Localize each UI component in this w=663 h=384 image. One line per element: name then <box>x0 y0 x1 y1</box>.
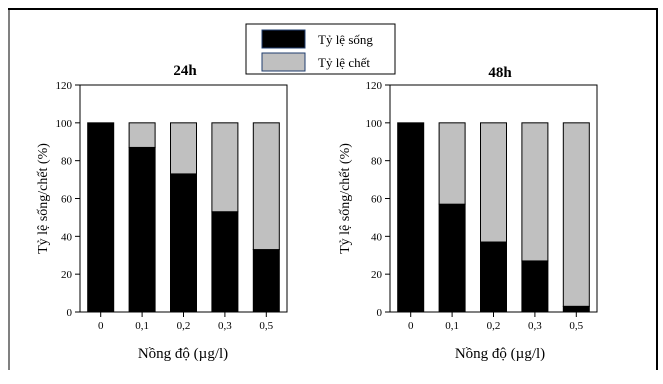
bar-dead <box>480 122 507 243</box>
x-tick-label: 0 <box>98 320 104 332</box>
y-tick-label: 20 <box>371 269 383 281</box>
bar-dead <box>170 122 197 175</box>
x-tick-label: 0,3 <box>528 320 542 332</box>
x-tick-label: 0,1 <box>135 320 149 332</box>
x-tick-label: 0,2 <box>487 320 501 332</box>
bar-dead <box>128 122 156 148</box>
y-tick-label: 0 <box>67 307 73 319</box>
x-tick-label: 0 <box>408 320 414 332</box>
chart-48h: 48h 0 20 40 60 80 100 120 0 0,1 0,2 0,3 0,5 Nồng độ (… <box>338 65 598 362</box>
y-tick-label: 80 <box>61 156 73 168</box>
legend-swatch-alive <box>261 29 306 49</box>
y-tick-label: 80 <box>371 156 383 168</box>
legend-label-dead: Tỷ lệ chết <box>318 55 370 70</box>
bar-alive <box>170 173 197 313</box>
y-tick-label: 20 <box>61 269 73 281</box>
legend: Tỷ lệ sống Tỷ lệ chết <box>245 23 396 75</box>
bar-alive <box>252 249 280 313</box>
bar-alive <box>521 260 549 313</box>
x-tick-label: 0,5 <box>569 320 583 332</box>
y-tick-label: 100 <box>366 118 383 130</box>
x-tick-label: 0,1 <box>445 320 459 332</box>
chart-title: 48h <box>488 65 512 81</box>
y-tick-label: 120 <box>56 80 73 92</box>
bar-dead <box>211 122 239 213</box>
x-tick-label: 0,3 <box>218 320 232 332</box>
bar-alive <box>128 146 156 313</box>
bar-alive <box>397 122 425 313</box>
x-axis-label: Nồng độ (µg/l) <box>138 346 228 362</box>
y-axis-label: Tỷ lệ sống/chết (%) <box>36 143 51 254</box>
bar-dead <box>252 122 280 251</box>
x-axis-label: Nồng độ (µg/l) <box>455 346 545 362</box>
y-tick-label: 0 <box>377 307 383 319</box>
y-tick-label: 100 <box>56 118 73 130</box>
legend-label-alive: Tỷ lệ sống <box>318 32 373 47</box>
y-axis-label: Tỷ lệ sống/chết (%) <box>338 143 353 254</box>
bar-dead <box>521 122 549 262</box>
bar-alive <box>87 122 115 313</box>
bar-dead <box>562 122 590 307</box>
legend-swatch-dead <box>261 52 306 72</box>
bar-alive <box>480 241 507 313</box>
y-tick-label: 60 <box>371 194 383 206</box>
bar-dead <box>438 122 466 205</box>
chart-title: 24h <box>173 63 197 79</box>
x-tick-label: 0,2 <box>177 320 191 332</box>
bar-alive <box>562 305 590 313</box>
bar-alive <box>211 211 239 313</box>
x-tick-label: 0,5 <box>259 320 273 332</box>
y-tick-label: 120 <box>366 80 383 92</box>
chart-24h: 24h 0 20 40 60 80 100 120 0 0,1 0,2 0,3 0,5 Nồng độ (… <box>36 63 288 362</box>
bar-alive <box>438 203 466 313</box>
y-tick-label: 60 <box>61 194 73 206</box>
y-tick-label: 40 <box>371 231 383 243</box>
y-tick-label: 40 <box>61 231 73 243</box>
